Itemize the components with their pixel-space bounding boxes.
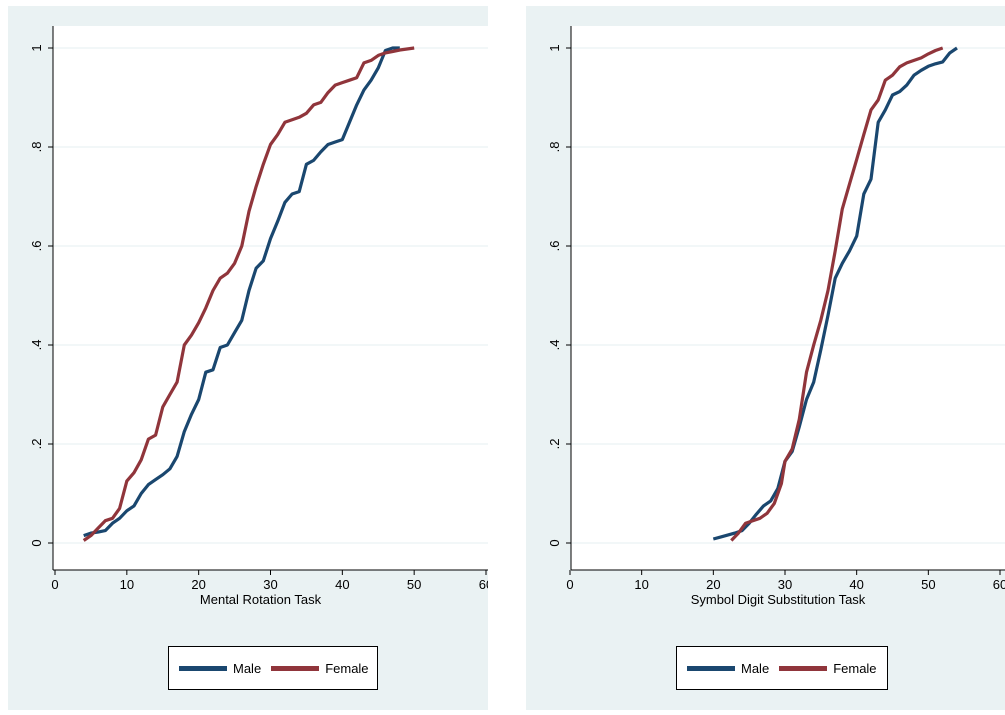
chart-panel-left: 0.2.4.6.810102030405060Mental Rotation T… <box>8 6 488 710</box>
legend-item-female: Female <box>779 660 877 676</box>
chart-panel-right: 0.2.4.6.8 1 0 10 20 30 40 50 60 Symbol Digit Subs… <box>526 6 1005 710</box>
series-line-male <box>712 46 958 541</box>
legend-label-male: Male <box>741 660 770 676</box>
series-line-female <box>82 46 415 542</box>
y-tick-label: .2 <box>547 439 562 450</box>
x-axis-label: Symbol Digit Substitution Task <box>691 592 866 607</box>
y-tick-label: 1 <box>29 44 44 51</box>
x-tick-label: 50 <box>921 577 935 592</box>
legend-item-female: Female <box>271 660 369 676</box>
x-tick-label: 10 <box>634 577 648 592</box>
legend-swatch-male <box>687 665 735 671</box>
x-tick-label: 40 <box>335 577 349 592</box>
y-tick-label: 1 <box>547 44 562 51</box>
x-tick-label: 30 <box>778 577 792 592</box>
y-tick-label: .8 <box>547 142 562 153</box>
y-tick-label: 0 <box>29 539 44 546</box>
y-tick-label: .4 <box>29 340 44 351</box>
legend-label-female: Female <box>325 660 369 676</box>
x-tick-label: 20 <box>191 577 205 592</box>
x-tick-label: 50 <box>407 577 421 592</box>
plot-area <box>53 26 488 570</box>
x-tick-label: 30 <box>263 577 277 592</box>
series-line-male <box>83 46 400 538</box>
y-tick-label: .6 <box>29 241 44 252</box>
y-tick-label: 0 <box>547 539 562 546</box>
series-line-female <box>730 46 944 542</box>
y-tick-label: .8 <box>29 142 44 153</box>
y-tick-label: .4 <box>547 340 562 351</box>
legend-label-male: Male <box>233 660 262 676</box>
legend-swatch-female <box>779 665 828 671</box>
legend-label-female: Female <box>833 660 877 676</box>
legend-item-male: Male <box>687 661 769 676</box>
x-tick-label: 40 <box>849 577 863 592</box>
legend-left: Male Female <box>168 646 378 690</box>
legend-item-male: Male <box>179 661 261 676</box>
legend-swatch-female <box>271 665 320 671</box>
x-tick-label: 0 <box>51 577 58 592</box>
x-tick-label: 60 <box>993 577 1005 592</box>
x-tick-label: 0 <box>566 577 573 592</box>
plot-left: 0.2.4.6.810102030405060Mental Rotation T… <box>29 26 488 607</box>
plot-area <box>571 26 1005 570</box>
y-tick-label: .6 <box>547 241 562 252</box>
x-axis-label: Mental Rotation Task <box>200 592 322 607</box>
y-tick-label: .2 <box>29 439 44 450</box>
legend-swatch-male <box>179 665 227 671</box>
x-tick-label: 20 <box>706 577 720 592</box>
x-tick-label: 60 <box>479 577 488 592</box>
legend-right: Male Female <box>676 646 888 690</box>
x-tick-label: 10 <box>120 577 134 592</box>
